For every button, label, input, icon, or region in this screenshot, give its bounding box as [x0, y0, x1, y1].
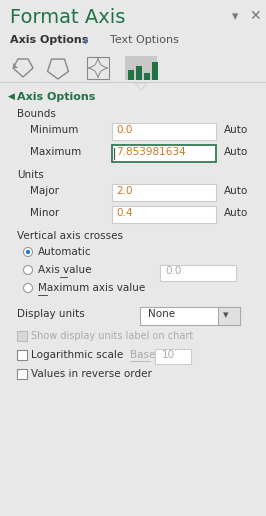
- Bar: [155, 349, 191, 364]
- Text: Maximum: Maximum: [30, 147, 81, 157]
- Text: 2.0: 2.0: [116, 186, 132, 196]
- Text: Show display units label on chart: Show display units label on chart: [31, 331, 193, 341]
- Bar: [136, 66, 142, 80]
- Bar: [125, 56, 157, 80]
- Text: Axis value: Axis value: [38, 265, 92, 275]
- Polygon shape: [13, 63, 18, 68]
- Text: None: None: [148, 309, 175, 319]
- Text: 7.853981634: 7.853981634: [116, 147, 186, 157]
- Bar: [152, 62, 158, 80]
- Text: Automatic: Automatic: [38, 247, 92, 257]
- Text: 10: 10: [162, 350, 175, 360]
- Text: Values in reverse order: Values in reverse order: [31, 369, 152, 379]
- Text: Format Axis: Format Axis: [10, 8, 125, 27]
- Text: Bounds: Bounds: [17, 109, 56, 119]
- Bar: [140, 307, 240, 325]
- Bar: [160, 265, 236, 281]
- Text: Logarithmic scale: Logarithmic scale: [31, 350, 123, 360]
- Circle shape: [23, 283, 32, 293]
- Bar: [218, 307, 240, 325]
- Text: Auto: Auto: [224, 186, 248, 196]
- Text: ✕: ✕: [249, 9, 261, 23]
- Bar: [112, 206, 216, 223]
- Text: Maximum axis value: Maximum axis value: [38, 283, 145, 293]
- Text: 0.0: 0.0: [165, 266, 181, 276]
- Text: Units: Units: [17, 170, 44, 180]
- Bar: [17, 350, 27, 360]
- Circle shape: [23, 266, 32, 275]
- Bar: [17, 331, 27, 341]
- Bar: [112, 184, 216, 201]
- Bar: [112, 123, 216, 140]
- Text: Display units: Display units: [17, 309, 85, 319]
- Polygon shape: [135, 83, 147, 90]
- Text: 0.4: 0.4: [116, 208, 132, 218]
- Text: ∨: ∨: [82, 36, 89, 46]
- Text: 0.0: 0.0: [116, 125, 132, 135]
- Text: ▾: ▾: [223, 310, 228, 320]
- Text: Axis Options: Axis Options: [10, 35, 88, 45]
- Text: Auto: Auto: [224, 208, 248, 218]
- Bar: [17, 369, 27, 379]
- Bar: [87, 57, 109, 79]
- Bar: [112, 145, 216, 162]
- Text: Text Options: Text Options: [110, 35, 179, 45]
- Circle shape: [23, 248, 32, 256]
- Text: Base: Base: [130, 350, 155, 360]
- Text: Auto: Auto: [224, 125, 248, 135]
- Text: Major: Major: [30, 186, 59, 196]
- Text: Auto: Auto: [224, 147, 248, 157]
- Bar: [128, 70, 134, 80]
- Text: Axis Options: Axis Options: [17, 92, 95, 102]
- Text: ◀: ◀: [8, 92, 15, 101]
- Bar: [144, 73, 150, 80]
- Text: Minimum: Minimum: [30, 125, 78, 135]
- Circle shape: [26, 250, 30, 254]
- Text: Minor: Minor: [30, 208, 59, 218]
- Text: Vertical axis crosses: Vertical axis crosses: [17, 231, 123, 241]
- Text: ▾: ▾: [232, 10, 238, 23]
